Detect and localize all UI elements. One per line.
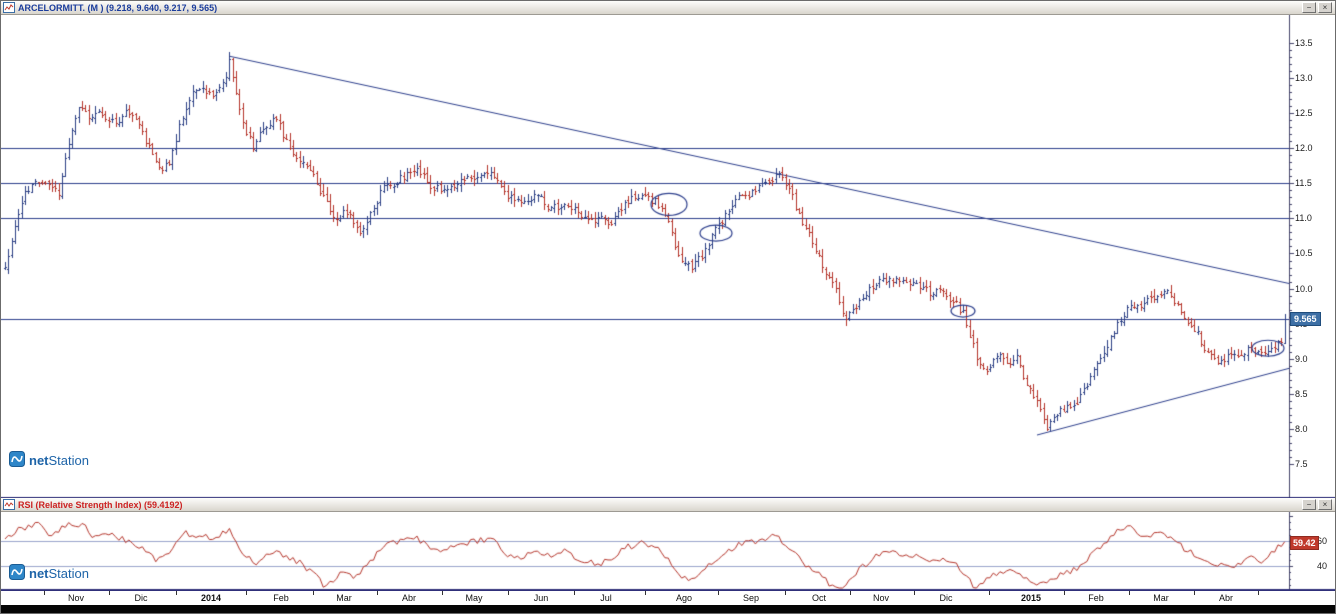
window-controls: − × xyxy=(1302,2,1333,13)
time-axis-label: May xyxy=(465,593,483,603)
time-axis-label: Nov xyxy=(67,593,84,603)
time-axis-label: Feb xyxy=(273,593,289,603)
time-axis-tick xyxy=(785,591,786,595)
price-axis-label: 12.5 xyxy=(1295,108,1313,119)
time-axis-label: Feb xyxy=(1088,593,1104,603)
time-axis-label: Mar xyxy=(336,593,352,603)
indicator-icon xyxy=(3,499,15,510)
rsi-chart-canvas[interactable] xyxy=(1,512,1335,590)
time-axis-tick xyxy=(989,591,990,595)
time-axis-label: Dic xyxy=(939,593,953,603)
time-axis-tick xyxy=(645,591,646,595)
time-axis-label: Abr xyxy=(401,593,416,603)
time-axis-label: Mar xyxy=(1153,593,1169,603)
rsi-chart-area: 59.42 netStation 60 40 xyxy=(1,512,1335,590)
netstation-logo: netStation xyxy=(9,451,89,470)
rsi-window-title: RSI (Relative Strength Index) (59.4192) xyxy=(18,499,183,510)
price-chart-window: ARCELORMITT. (M ) (9.218, 9.640, 9.217, … xyxy=(1,1,1335,498)
price-axis-label: 7.5 xyxy=(1295,459,1308,469)
price-chart-area: 9.565 netStation 13.5 13.0 12.5 12.0 11.5 11.… xyxy=(1,15,1335,498)
time-axis-tick xyxy=(1064,591,1065,595)
window-controls: − × xyxy=(1302,499,1333,510)
price-chart-canvas[interactable] xyxy=(1,15,1335,498)
netstation-logo: netStation xyxy=(9,564,89,583)
time-axis-tick xyxy=(718,591,719,595)
logo-text-station: Station xyxy=(48,566,89,581)
price-axis-label: 11.5 xyxy=(1295,178,1312,189)
time-axis-label: Abr xyxy=(1218,593,1233,603)
logo-text-station: Station xyxy=(48,453,89,468)
time-axis-tick xyxy=(1258,591,1259,595)
price-window-titlebar[interactable]: ARCELORMITT. (M ) (9.218, 9.640, 9.217, … xyxy=(1,1,1335,15)
time-axis-tick xyxy=(442,591,443,595)
time-axis-label: 2014 xyxy=(200,593,222,603)
time-axis-label: Dic xyxy=(134,593,148,603)
time-axis-tick xyxy=(1194,591,1195,595)
netstation-logo-icon xyxy=(9,451,25,470)
rsi-indicator-window: RSI (Relative Strength Index) (59.4192) … xyxy=(1,498,1335,590)
time-axis-tick xyxy=(176,591,177,595)
price-axis-label: 8.0 xyxy=(1295,423,1308,434)
rsi-window-titlebar[interactable]: RSI (Relative Strength Index) (59.4192) … xyxy=(1,498,1335,512)
time-axis-tick xyxy=(914,591,915,595)
time-axis-label: Nov xyxy=(872,593,889,603)
time-axis-label: Ago xyxy=(675,593,692,603)
minimize-button[interactable]: − xyxy=(1302,499,1316,510)
time-axis-label: 2015 xyxy=(1020,593,1042,603)
chart-icon xyxy=(3,2,15,13)
price-axis-label: 10.0 xyxy=(1295,283,1313,294)
price-axis-label: 10.5 xyxy=(1295,248,1313,259)
price-axis-label: 11.0 xyxy=(1295,213,1312,224)
price-window-title: ARCELORMITT. (M ) (9.218, 9.640, 9.217, … xyxy=(18,2,218,13)
time-axis-tick xyxy=(246,591,247,595)
last-price-tag: 9.565 xyxy=(1290,312,1321,327)
time-axis-tick xyxy=(377,591,378,595)
rsi-axis-label: 40 xyxy=(1317,561,1328,571)
time-axis-label: Jun xyxy=(533,593,549,603)
time-axis-label: Jul xyxy=(600,593,612,603)
time-axis-tick xyxy=(1129,591,1130,595)
minimize-button[interactable]: − xyxy=(1302,2,1316,13)
rsi-value-tag: 59.42 xyxy=(1290,535,1319,550)
close-button[interactable]: × xyxy=(1318,2,1332,13)
time-axis-tick xyxy=(313,591,314,595)
time-axis: Nov Dic 2014 Feb Mar Abr May Jun Jul Ago Sep Oct Nov… xyxy=(1,590,1335,605)
price-axis-label: 13.5 xyxy=(1295,37,1313,48)
logo-text-net: net xyxy=(29,453,49,468)
logo-text-net: net xyxy=(29,566,49,581)
time-axis-label: Sep xyxy=(742,593,759,603)
price-axis-label: 13.0 xyxy=(1295,73,1313,84)
time-axis-tick xyxy=(574,591,575,595)
time-axis-label: Oct xyxy=(811,593,826,603)
time-axis-tick xyxy=(109,591,110,595)
time-axis-tick xyxy=(850,591,851,595)
time-axis-tick xyxy=(508,591,509,595)
price-axis-label: 12.0 xyxy=(1295,143,1313,154)
price-axis-label: 9.0 xyxy=(1295,353,1308,364)
bottom-scrollbar[interactable] xyxy=(1,605,1335,613)
time-axis-tick xyxy=(44,591,45,595)
rsi-axis-label: 60 xyxy=(1317,536,1328,546)
netstation-logo-icon xyxy=(9,564,25,583)
close-button[interactable]: × xyxy=(1318,499,1332,510)
price-axis-label: 8.5 xyxy=(1295,388,1308,399)
